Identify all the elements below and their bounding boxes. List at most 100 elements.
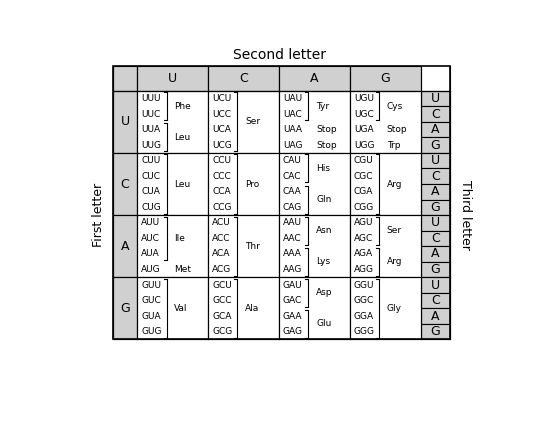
- Bar: [208, 153, 279, 215]
- Text: Ala: Ala: [245, 304, 260, 313]
- Text: G: G: [430, 139, 440, 152]
- Bar: [350, 215, 421, 277]
- Text: Ser: Ser: [245, 118, 260, 126]
- Bar: [421, 184, 450, 199]
- Text: GCA: GCA: [212, 311, 231, 320]
- Text: CUC: CUC: [141, 172, 160, 181]
- Text: GGC: GGC: [354, 296, 374, 305]
- Bar: [350, 91, 421, 153]
- Text: CGG: CGG: [354, 203, 374, 212]
- Bar: [113, 153, 137, 215]
- Text: A: A: [310, 72, 319, 85]
- Text: GUA: GUA: [141, 311, 161, 320]
- Bar: [113, 91, 137, 153]
- Bar: [350, 277, 421, 339]
- Text: GGA: GGA: [354, 311, 374, 320]
- Bar: [421, 122, 450, 137]
- Text: ACA: ACA: [212, 250, 231, 258]
- Text: GCC: GCC: [212, 296, 232, 305]
- Text: AUC: AUC: [141, 234, 160, 243]
- Text: G: G: [430, 201, 440, 214]
- Bar: [279, 153, 350, 215]
- Text: CCU: CCU: [212, 156, 231, 165]
- Bar: [113, 66, 137, 91]
- Text: A: A: [431, 123, 439, 136]
- Bar: [350, 153, 421, 215]
- Text: G: G: [120, 302, 130, 315]
- Bar: [279, 277, 350, 339]
- Text: CAU: CAU: [283, 156, 302, 165]
- Text: Tyr: Tyr: [316, 102, 329, 111]
- Text: Leu: Leu: [174, 133, 191, 142]
- Text: GUC: GUC: [141, 296, 161, 305]
- Text: UAC: UAC: [283, 109, 302, 118]
- Text: Stop: Stop: [316, 141, 336, 150]
- Text: C: C: [431, 170, 440, 183]
- Text: CUG: CUG: [141, 203, 161, 212]
- Bar: [421, 215, 450, 231]
- Bar: [421, 262, 450, 277]
- Text: GGU: GGU: [354, 281, 374, 290]
- Text: Stop: Stop: [316, 125, 336, 134]
- Bar: [421, 169, 450, 184]
- Text: Gly: Gly: [387, 304, 402, 313]
- Text: U: U: [431, 216, 440, 230]
- Text: U: U: [168, 72, 177, 85]
- Bar: [421, 308, 450, 324]
- Text: Asp: Asp: [316, 288, 333, 297]
- Text: Leu: Leu: [174, 179, 191, 188]
- Text: GGG: GGG: [354, 327, 375, 336]
- Text: AAG: AAG: [283, 265, 302, 274]
- Bar: [421, 277, 450, 293]
- Text: UCG: UCG: [212, 141, 232, 150]
- Text: First letter: First letter: [92, 183, 105, 247]
- Text: AGG: AGG: [354, 265, 374, 274]
- Text: UUU: UUU: [141, 94, 161, 103]
- Text: CUA: CUA: [141, 187, 160, 196]
- Text: ACC: ACC: [212, 234, 231, 243]
- Bar: [137, 91, 208, 153]
- Text: A: A: [431, 248, 439, 260]
- Text: UUA: UUA: [141, 125, 160, 134]
- Text: ACU: ACU: [212, 218, 231, 227]
- Text: Ser: Ser: [387, 226, 402, 235]
- Text: UGC: UGC: [354, 109, 373, 118]
- Bar: [279, 215, 350, 277]
- Text: Glu: Glu: [316, 320, 332, 329]
- Text: CCG: CCG: [212, 203, 232, 212]
- Text: UCA: UCA: [212, 125, 231, 134]
- Text: AUG: AUG: [141, 265, 161, 274]
- Bar: [350, 66, 421, 91]
- Text: UGU: UGU: [354, 94, 374, 103]
- Text: Arg: Arg: [387, 257, 402, 266]
- Text: UAA: UAA: [283, 125, 302, 134]
- Text: GAU: GAU: [283, 281, 303, 290]
- Text: A: A: [431, 185, 439, 198]
- Text: AUU: AUU: [141, 218, 160, 227]
- Text: UUC: UUC: [141, 109, 161, 118]
- Bar: [421, 324, 450, 339]
- Text: C: C: [239, 72, 248, 85]
- Text: Asn: Asn: [316, 226, 333, 235]
- Bar: [208, 277, 279, 339]
- Bar: [208, 66, 279, 91]
- Text: ACG: ACG: [212, 265, 231, 274]
- Text: U: U: [121, 115, 130, 128]
- Bar: [208, 91, 279, 153]
- Text: GAG: GAG: [283, 327, 303, 336]
- Text: Lys: Lys: [316, 257, 330, 266]
- Text: AAA: AAA: [283, 250, 302, 258]
- Text: Trp: Trp: [387, 141, 400, 150]
- Bar: [421, 231, 450, 246]
- Text: AUA: AUA: [141, 250, 160, 258]
- Bar: [421, 91, 450, 106]
- Text: Second letter: Second letter: [233, 48, 326, 62]
- Text: CAA: CAA: [283, 187, 302, 196]
- Text: CGU: CGU: [354, 156, 373, 165]
- Text: UAU: UAU: [283, 94, 302, 103]
- Bar: [137, 215, 208, 277]
- Text: AGA: AGA: [354, 250, 373, 258]
- Bar: [137, 153, 208, 215]
- Text: CGA: CGA: [354, 187, 373, 196]
- Text: GUU: GUU: [141, 281, 161, 290]
